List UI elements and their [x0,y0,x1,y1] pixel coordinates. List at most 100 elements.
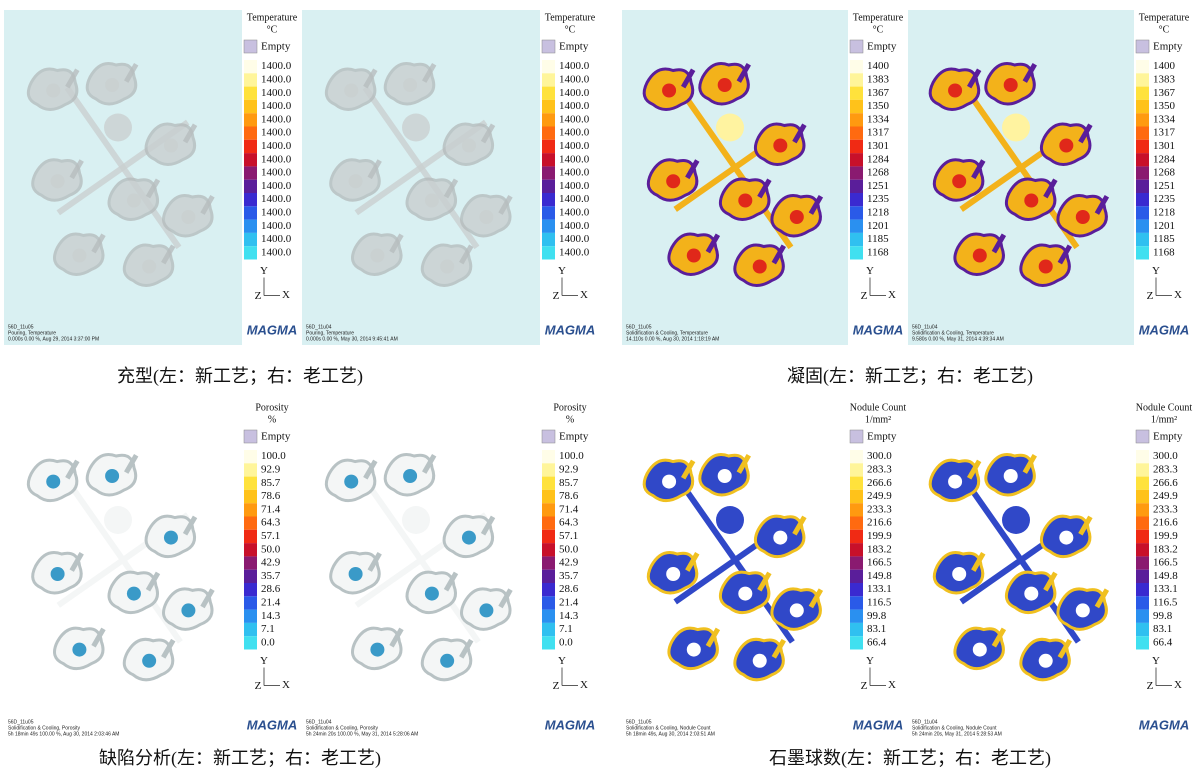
axis-z-label: Z [255,290,262,302]
legend-label: 283.3 [867,463,892,475]
legend-swatch [542,636,555,649]
legend-swatch [244,100,257,113]
empty-label: Empty [867,431,897,443]
casting-core [46,84,60,98]
legend-label: 1201 [867,220,889,232]
casting-core [181,210,195,224]
footer-text: 5h 18min 49s, Aug 30, 2014 2:03:51 AM [626,731,715,737]
legend-label: 300.0 [1153,450,1178,462]
legend-unit: % [566,414,574,425]
panel: Porosity%Empty100.092.985.778.671.464.35… [4,400,600,740]
legend-label: 1268 [867,167,890,179]
casting-core [105,78,119,92]
empty-swatch [244,40,257,53]
legend-label: 1400.0 [559,246,590,258]
legend-swatch [1136,543,1149,556]
legend-unit: °C [267,24,278,35]
casting-core [718,469,732,483]
legend-label: 149.8 [1153,570,1178,582]
legend-label: 57.1 [559,530,578,542]
legend-label: 100.0 [261,450,286,462]
axis-x-label: X [888,289,896,301]
legend-swatch [542,530,555,543]
legend-title: Porosity [553,402,586,413]
legend-label: 28.6 [261,583,281,595]
legend-swatch [244,463,257,476]
casting-core [773,139,787,153]
legend-swatch [244,530,257,543]
casting-core [425,587,439,601]
legend-swatch [244,517,257,530]
casting-core [1024,587,1038,601]
legend-swatch [850,140,863,153]
legend-label: 85.7 [261,477,281,489]
footer-text: 0.000s 0.00 %, May 30, 2014 9:45:41 AM [306,336,398,342]
casting-core [349,174,363,188]
legend-label: 1400.0 [559,100,590,112]
legend-swatch [850,246,863,259]
legend-label: 166.5 [1153,557,1178,569]
legend-label: 64.3 [559,517,579,529]
legend-swatch [542,87,555,100]
axis-y-label: Y [558,655,566,667]
legend-swatch [244,220,257,233]
legend-label: 50.0 [261,543,281,555]
legend-swatch [1136,517,1149,530]
legend-swatch [850,450,863,463]
casting-core [666,567,680,581]
legend-swatch [850,503,863,516]
legend-swatch [1136,233,1149,246]
legend-label: 1284 [1153,153,1176,165]
legend-label: 35.7 [261,570,281,582]
legend-swatch [244,556,257,569]
legend-label: 1367 [1153,87,1176,99]
legend-swatch [1136,636,1149,649]
legend-label: 233.3 [867,503,892,515]
legend-label: 1400.0 [559,193,590,205]
legend-swatch [1136,530,1149,543]
legend-label: 1400.0 [261,206,292,218]
legend-swatch [1136,220,1149,233]
legend-swatch [850,166,863,179]
casting-core [952,567,966,581]
empty-label: Empty [559,41,589,53]
axis-z-label: Z [1147,680,1154,692]
legend-swatch [542,166,555,179]
legend-label: 83.1 [867,623,886,635]
legend-swatch [542,140,555,153]
legend-label: 133.1 [867,583,892,595]
legend-swatch [244,570,257,583]
casting-core [425,194,439,208]
legend-label: 1168 [1153,246,1175,258]
legend-title: Temperature [1139,12,1190,23]
legend-label: 1218 [1153,206,1176,218]
legend-label: 0.0 [261,636,275,648]
casting-core [403,78,417,92]
legend-title: Temperature [247,12,298,23]
legend-label: 1284 [867,153,890,165]
legend-swatch [850,610,863,623]
casting-core [51,567,65,581]
legend-label: 57.1 [261,530,280,542]
legend-label: 1400.0 [559,113,590,125]
empty-swatch [850,40,863,53]
legend-title: Nodule Count [1136,402,1193,413]
legend-swatch [542,556,555,569]
legend-label: 216.6 [867,517,892,529]
legend-label: 1301 [867,140,889,152]
axis-y-label: Y [558,265,566,277]
legend-swatch [244,153,257,166]
legend-label: 1350 [1153,100,1176,112]
empty-label: Empty [261,41,291,53]
casting-core [440,654,454,668]
legend-swatch [244,583,257,596]
legend-swatch [542,570,555,583]
casting-core [1076,603,1090,617]
casting-core [127,194,141,208]
legend-label: 14.3 [559,610,579,622]
axis-y-label: Y [260,265,268,277]
legend-swatch [244,127,257,140]
empty-label: Empty [1153,431,1183,443]
legend-swatch [850,153,863,166]
legend-swatch [1136,60,1149,73]
